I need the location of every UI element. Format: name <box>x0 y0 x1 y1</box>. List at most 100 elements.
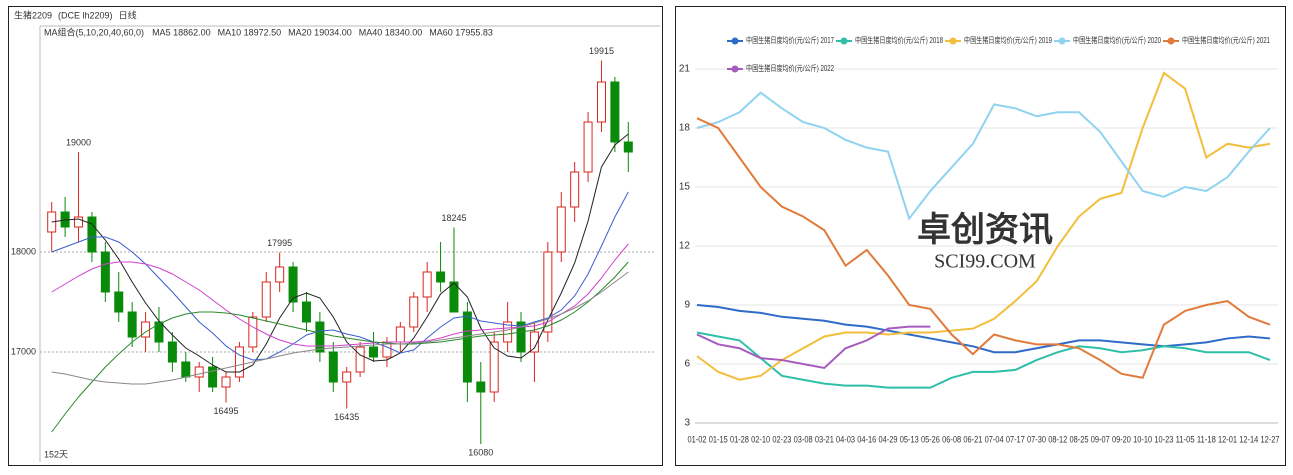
candle-body <box>114 291 124 313</box>
candle-body <box>556 206 566 253</box>
x-tick-label: 10-23 <box>1154 434 1173 444</box>
candle-body <box>221 376 231 388</box>
x-tick-label: 05-13 <box>900 434 919 444</box>
legend-label: 中国生猪日度均价(元/公斤) 2018 <box>855 35 943 45</box>
x-tick-label: 07-17 <box>1006 434 1025 444</box>
candle-body <box>422 271 432 298</box>
candle-body <box>154 321 164 343</box>
legend-label: MA20 19034.00 <box>288 27 352 37</box>
candle-body <box>570 171 580 208</box>
legend-label: MA60 17955.83 <box>429 27 493 37</box>
y-tick-label: 18000 <box>11 246 36 256</box>
x-tick-label: 06-08 <box>942 434 961 444</box>
x-tick-label: 09-07 <box>1091 434 1110 444</box>
legend-marker <box>1058 37 1066 45</box>
candle-body <box>623 141 633 153</box>
candle-body <box>288 266 298 303</box>
legend-label: 中国生猪日度均价(元/公斤) 2021 <box>1182 35 1270 45</box>
legend-label: MA5 18862.00 <box>152 27 211 37</box>
candle-body <box>583 121 593 173</box>
y-tick-label: 21 <box>679 64 691 75</box>
candle-body <box>516 321 526 353</box>
high-label: 19915 <box>589 46 614 56</box>
candle-body <box>355 346 365 373</box>
x-tick-label: 02-10 <box>751 434 770 444</box>
high-label: 18245 <box>441 213 466 223</box>
x-tick-label: 06-21 <box>963 434 982 444</box>
high-label: 19000 <box>66 137 91 147</box>
candle-body <box>436 271 446 283</box>
x-tick-label: 05-26 <box>921 434 940 444</box>
x-tick-label: 07-30 <box>1027 434 1046 444</box>
ma-line <box>51 243 629 347</box>
candle-body <box>462 311 472 383</box>
legend-label: MA10 18972.50 <box>218 27 282 37</box>
x-tick-label: 07-04 <box>985 434 1004 444</box>
high-label: 17995 <box>267 238 292 248</box>
x-tick-label: 03-21 <box>815 434 834 444</box>
header-text: (DCE lh2209) <box>58 10 113 20</box>
y-tick-label: 18 <box>679 123 691 134</box>
candle-body <box>596 81 606 123</box>
span-label: 152天 <box>44 449 68 459</box>
series-line <box>696 304 1271 354</box>
series-line <box>696 91 1271 221</box>
series-line <box>696 117 1271 379</box>
header-text: 日线 <box>119 9 137 20</box>
legend-marker <box>1167 37 1175 45</box>
x-tick-label: 12-27 <box>1261 434 1280 444</box>
x-tick-label: 01-28 <box>730 434 749 444</box>
legend-label: 中国生猪日度均价(元/公斤) 2019 <box>964 35 1052 45</box>
x-tick-label: 03-08 <box>794 434 813 444</box>
x-tick-label: 11-18 <box>1197 434 1216 444</box>
legend-marker <box>949 37 957 45</box>
candle-body <box>141 321 151 338</box>
left-panel <box>8 6 663 466</box>
x-tick-label: 02-23 <box>772 434 791 444</box>
y-tick-label: 6 <box>684 359 690 370</box>
candle-body <box>181 361 191 378</box>
candle-body <box>74 216 84 228</box>
candle-body <box>127 311 137 338</box>
candle-body <box>248 316 258 348</box>
y-tick-label: 12 <box>679 241 691 252</box>
x-tick-label: 08-12 <box>1048 434 1067 444</box>
legend-marker <box>731 37 739 45</box>
ma-line <box>51 191 629 361</box>
candle-body <box>328 351 338 383</box>
candle-body <box>449 281 459 313</box>
candle-body <box>395 326 405 343</box>
series-line <box>696 71 1271 381</box>
candle-body <box>208 366 218 388</box>
low-label: 16495 <box>214 406 239 416</box>
x-tick-label: 04-29 <box>879 434 898 444</box>
x-tick-label: 12-14 <box>1239 434 1258 444</box>
watermark: SCI99.COM <box>934 251 1036 273</box>
candle-body <box>194 366 204 378</box>
candle-body <box>369 346 379 358</box>
x-tick-label: 12-01 <box>1218 434 1237 444</box>
series-line <box>696 331 1271 389</box>
y-tick-label: 15 <box>679 182 691 193</box>
x-tick-label: 04-03 <box>836 434 855 444</box>
candle-body <box>261 281 271 318</box>
y-tick-label: 3 <box>684 418 690 429</box>
candle-body <box>234 346 244 378</box>
x-tick-label: 09-20 <box>1112 434 1131 444</box>
y-tick-label: 9 <box>684 300 690 311</box>
x-tick-label: 04-16 <box>857 434 876 444</box>
legend-marker <box>840 37 848 45</box>
ma-line <box>51 261 629 433</box>
legend-label: 中国生猪日度均价(元/公斤) 2020 <box>1073 35 1161 45</box>
right-panel <box>675 6 1286 466</box>
x-tick-label: 10-10 <box>1133 434 1152 444</box>
candle-body <box>610 81 620 143</box>
legend-label: 中国生猪日度均价(元/公斤) 2017 <box>746 35 834 45</box>
watermark: 卓创资讯 <box>917 211 1053 249</box>
header-text: 生猪2209 <box>14 9 52 20</box>
candle-body <box>167 341 177 363</box>
low-label: 16080 <box>468 447 493 457</box>
candle-body <box>275 266 285 283</box>
